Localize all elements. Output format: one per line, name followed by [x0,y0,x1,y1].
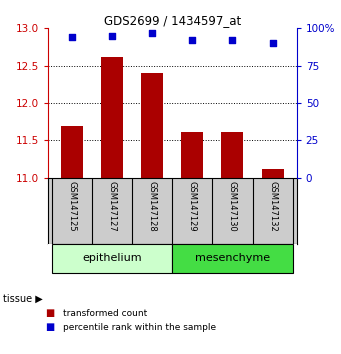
Text: tissue ▶: tissue ▶ [3,294,43,304]
Point [270,40,275,46]
Bar [52,244,172,273]
Text: GSM147128: GSM147128 [148,181,157,232]
Text: GSM147132: GSM147132 [268,181,277,232]
Text: GSM147130: GSM147130 [228,181,237,232]
Point [230,38,235,43]
Bar [101,57,123,178]
Text: transformed count: transformed count [63,309,147,318]
Title: GDS2699 / 1434597_at: GDS2699 / 1434597_at [104,14,241,27]
Text: percentile rank within the sample: percentile rank within the sample [63,323,216,332]
Bar [181,132,203,178]
Bar [61,126,83,178]
Point [69,34,75,40]
Bar [172,244,293,273]
Bar [141,73,163,178]
Bar [221,131,243,178]
Text: GSM147129: GSM147129 [188,181,197,232]
Text: mesenchyme: mesenchyme [195,253,270,263]
Point [149,30,155,36]
Text: ■: ■ [45,308,54,318]
Point [190,38,195,43]
Bar [262,169,284,178]
Text: ■: ■ [45,322,54,332]
Point [109,33,115,39]
Text: GSM147127: GSM147127 [107,181,117,232]
Text: epithelium: epithelium [82,253,142,263]
Text: GSM147125: GSM147125 [67,181,76,232]
